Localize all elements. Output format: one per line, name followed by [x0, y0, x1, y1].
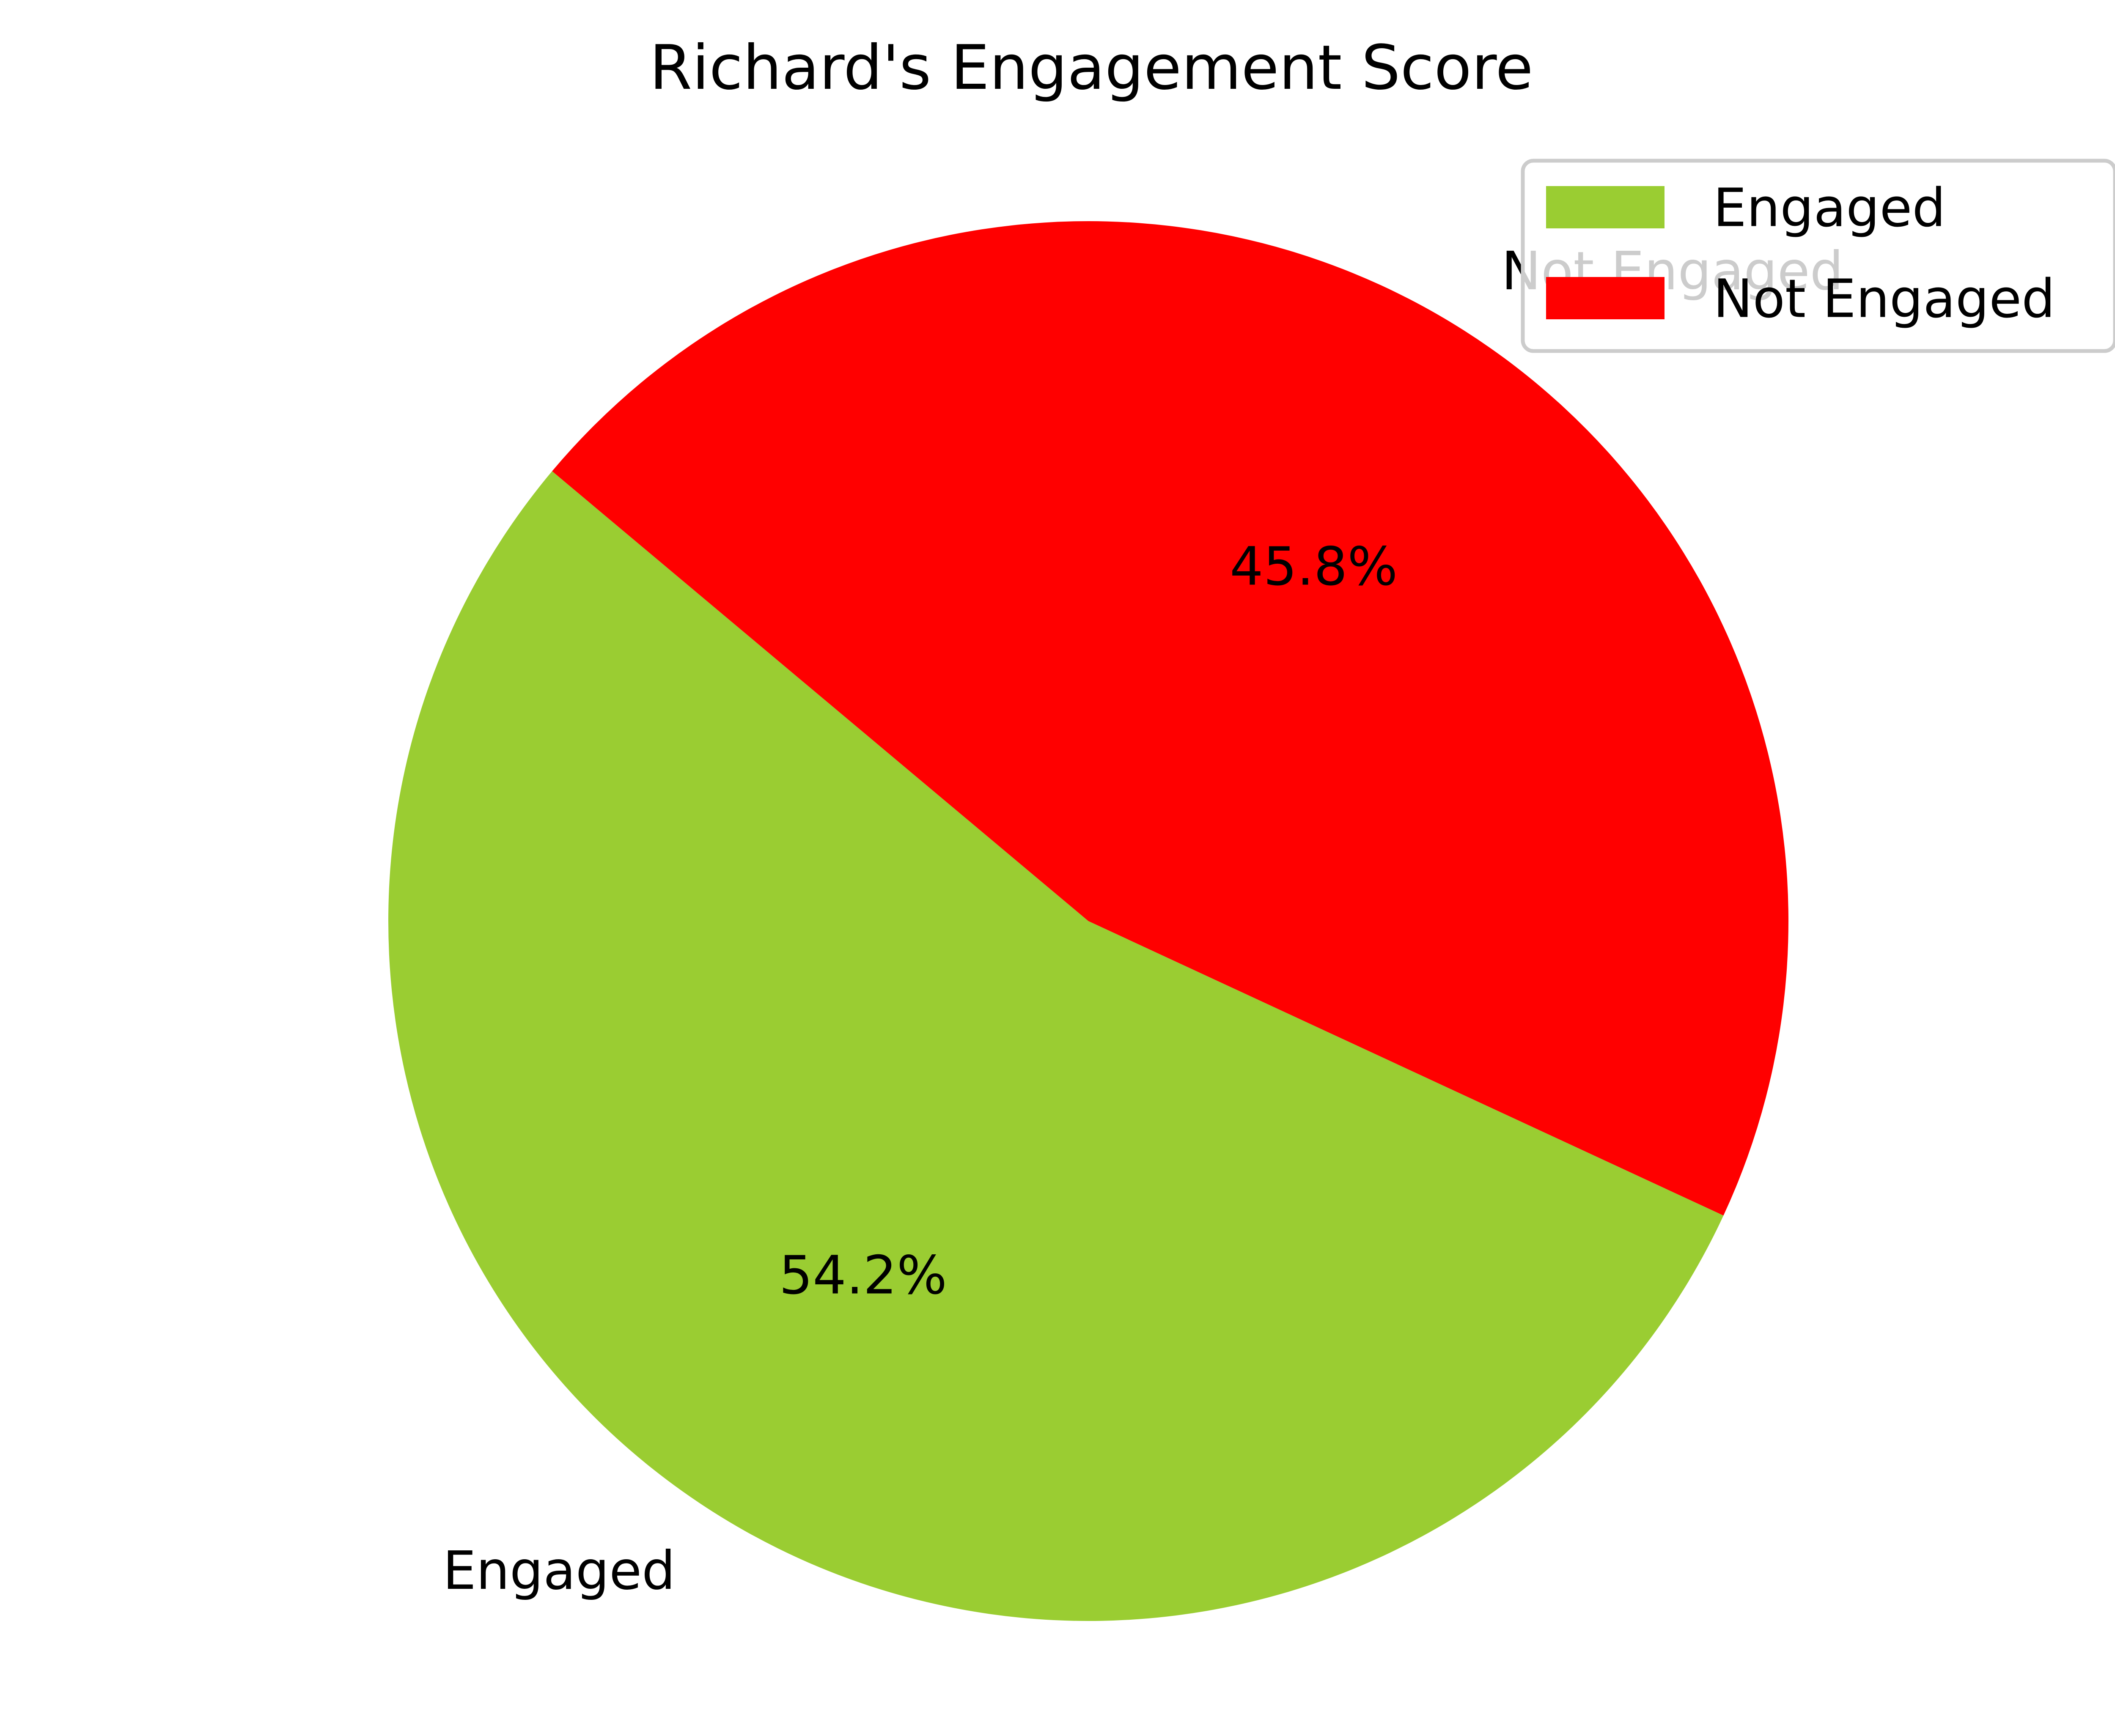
pie-slice-not-engaged	[552, 221, 1789, 1216]
legend-swatch-not-engaged	[1546, 277, 1665, 319]
legend: Engaged Not Engaged	[1521, 159, 2115, 353]
legend-frame	[1521, 159, 2115, 353]
chart-title: Richard's Engagement Score	[649, 32, 1533, 104]
pie-slices	[388, 221, 1789, 1621]
legend-label-engaged: Engaged	[1713, 178, 1946, 239]
legend-label-not-engaged: Not Engaged	[1713, 269, 2055, 330]
pie-percent-label-engaged: 54.2%	[779, 1245, 947, 1306]
legend-swatch-engaged	[1546, 186, 1665, 228]
pie-category-label-engaged: Engaged	[443, 1540, 676, 1602]
pie-percent-label-not-engaged: 45.8%	[1230, 536, 1398, 597]
pie-slice-engaged	[388, 471, 1724, 1621]
